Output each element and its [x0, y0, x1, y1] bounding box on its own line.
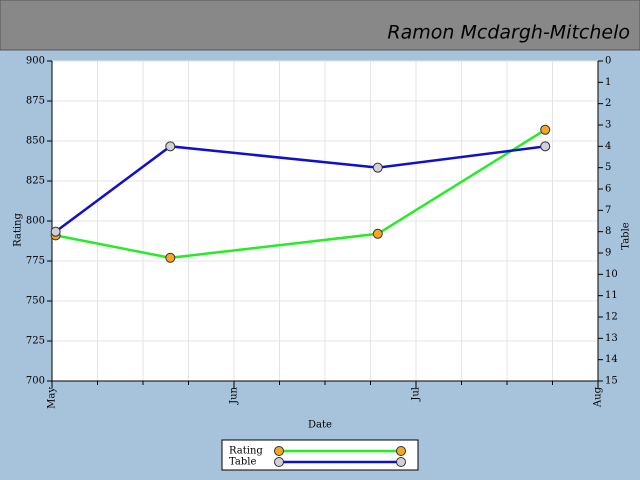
- y2-axis-label: Table: [621, 222, 632, 249]
- y2-tick-label: 1: [605, 77, 611, 88]
- y2-tick-label: 7: [605, 205, 611, 216]
- y-tick-label: 800: [26, 216, 45, 227]
- legend-label: Table: [229, 457, 256, 468]
- data-point: [540, 141, 551, 152]
- y2-tick-label: 9: [605, 248, 611, 259]
- y-tick-label: 725: [26, 336, 45, 347]
- y-tick-label: 825: [26, 176, 45, 187]
- legend-marker: [274, 446, 284, 456]
- y2-tick-label: 2: [605, 98, 611, 109]
- y-tick-label: 775: [26, 256, 45, 267]
- y-tick-label: 750: [26, 296, 45, 307]
- y2-tick-label: 4: [605, 141, 611, 152]
- y2-tick-label: 3: [605, 120, 611, 131]
- legend-marker: [274, 457, 284, 467]
- chart-title: Ramon Mcdargh-Mitchelo: [387, 22, 630, 44]
- y2-tick-label: 13: [605, 333, 618, 344]
- legend: [221, 439, 419, 471]
- data-point: [50, 226, 61, 237]
- y-tick-label: 875: [26, 96, 45, 107]
- y-tick-label: 900: [26, 56, 45, 67]
- header-bar: [0, 0, 640, 51]
- data-point: [540, 124, 551, 135]
- data-point: [372, 228, 383, 239]
- y2-tick-label: 8: [605, 226, 611, 237]
- y2-tick-label: 5: [605, 162, 611, 173]
- x-tick-label: May: [47, 387, 58, 409]
- data-point: [165, 252, 176, 263]
- series-line: [54, 145, 546, 233]
- data-point: [165, 141, 176, 152]
- series-line: [55, 128, 546, 260]
- data-point: [372, 162, 383, 173]
- y-axis-label: Rating: [13, 213, 24, 247]
- y2-tick-label: 11: [605, 290, 618, 301]
- x-axis-label: Date: [308, 420, 332, 431]
- y-tick-label: 700: [26, 376, 45, 387]
- legend-marker: [396, 446, 406, 456]
- legend-label: Rating: [229, 446, 263, 457]
- y2-tick-label: 0: [605, 56, 611, 67]
- y2-tick-label: 10: [605, 269, 618, 280]
- x-tick-label: Aug: [593, 386, 604, 408]
- y2-tick-label: 6: [605, 184, 611, 195]
- legend-marker: [396, 457, 406, 467]
- y2-tick-label: 15: [605, 376, 618, 387]
- x-tick-label: Jun: [229, 386, 240, 404]
- y2-tick-label: 14: [605, 354, 618, 365]
- x-tick-label: Jul: [411, 387, 422, 402]
- y2-tick-label: 12: [605, 312, 618, 323]
- y-tick-label: 850: [26, 136, 45, 147]
